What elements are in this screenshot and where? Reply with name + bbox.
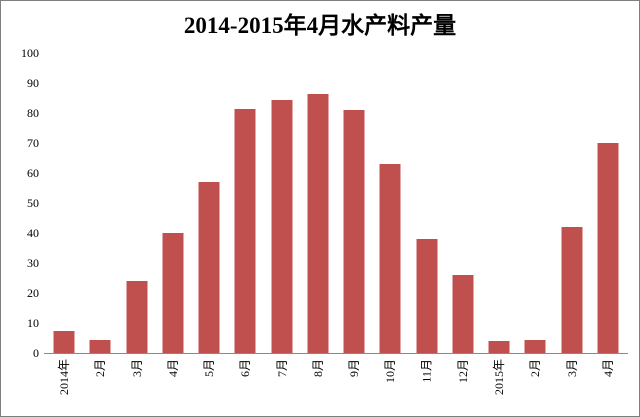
- x-axis-label: 4月: [600, 359, 615, 378]
- y-axis-tick-label: 30: [27, 256, 39, 270]
- category-column: 5月: [191, 53, 227, 377]
- bar: [126, 281, 148, 353]
- bar: [343, 110, 365, 353]
- category-column: 10月: [372, 53, 408, 383]
- bar: [416, 239, 438, 353]
- chart-title: 2014-2015年4月水产料产量: [183, 13, 457, 38]
- x-axis-label: 6月: [238, 359, 253, 378]
- category-column: 6月: [227, 53, 263, 377]
- bar: [234, 108, 256, 353]
- y-axis-tick-label: 90: [27, 76, 39, 90]
- x-axis-label: 7月: [274, 359, 289, 378]
- x-axis-line: [44, 353, 628, 354]
- x-axis-label: 8月: [310, 359, 325, 378]
- y-axis-tick-label: 80: [27, 106, 39, 120]
- category-column: 8月: [300, 53, 336, 377]
- bar: [271, 99, 293, 353]
- category-column: 2月: [82, 53, 118, 377]
- x-axis-label: 2014年: [57, 359, 72, 396]
- category-column: 11月: [409, 53, 445, 383]
- x-axis-label: 10月: [383, 359, 398, 384]
- category-column: 4月: [590, 53, 626, 377]
- x-axis-label: 9月: [347, 359, 362, 378]
- y-axis-tick-label: 40: [27, 226, 39, 240]
- category-column: 4月: [155, 53, 191, 377]
- y-axis-tick-label: 50: [27, 196, 39, 210]
- bar: [488, 341, 510, 353]
- category-column: 3月: [119, 53, 155, 377]
- category-column: 2月: [517, 53, 553, 377]
- x-axis-label: 3月: [129, 359, 144, 378]
- bar: [524, 339, 546, 353]
- x-axis-label: 5月: [202, 359, 217, 378]
- bar: [198, 182, 220, 353]
- bar: [452, 275, 474, 353]
- category-column: 9月: [336, 53, 372, 377]
- y-axis: 0 10 20 30 40 50 60 70 80 90 100: [1, 1, 39, 416]
- y-axis-tick-label: 0: [33, 346, 39, 360]
- y-axis-tick-label: 10: [27, 316, 39, 330]
- x-axis-label: 3月: [564, 359, 579, 378]
- x-axis-label: 4月: [165, 359, 180, 378]
- bar: [561, 227, 583, 353]
- plot-area: 2014年 2月 3月 4月 5月 6月 7月 8月 9月 10月 11月 12月 2015年 2月 3月 4…: [44, 53, 628, 395]
- x-axis-label: 11月: [419, 359, 434, 383]
- x-axis-label: 12月: [455, 359, 470, 384]
- y-axis-tick-label: 70: [27, 136, 39, 150]
- x-axis-label: 2月: [528, 359, 543, 378]
- bar: [597, 143, 619, 353]
- category-column: 3月: [554, 53, 590, 377]
- bar: [162, 233, 184, 353]
- category-column: 2015年: [481, 53, 517, 395]
- bar: [53, 330, 75, 353]
- bar: [307, 93, 329, 353]
- category-column: 12月: [445, 53, 481, 383]
- y-axis-tick-label: 100: [21, 46, 39, 60]
- y-axis-tick-label: 60: [27, 166, 39, 180]
- bar: [89, 339, 111, 353]
- category-column: 7月: [264, 53, 300, 377]
- category-column: 2014年: [46, 53, 82, 395]
- bar: [379, 164, 401, 353]
- x-axis-label: 2015年: [492, 359, 507, 396]
- y-axis-tick-label: 20: [27, 286, 39, 300]
- x-axis-label: 2月: [93, 359, 108, 378]
